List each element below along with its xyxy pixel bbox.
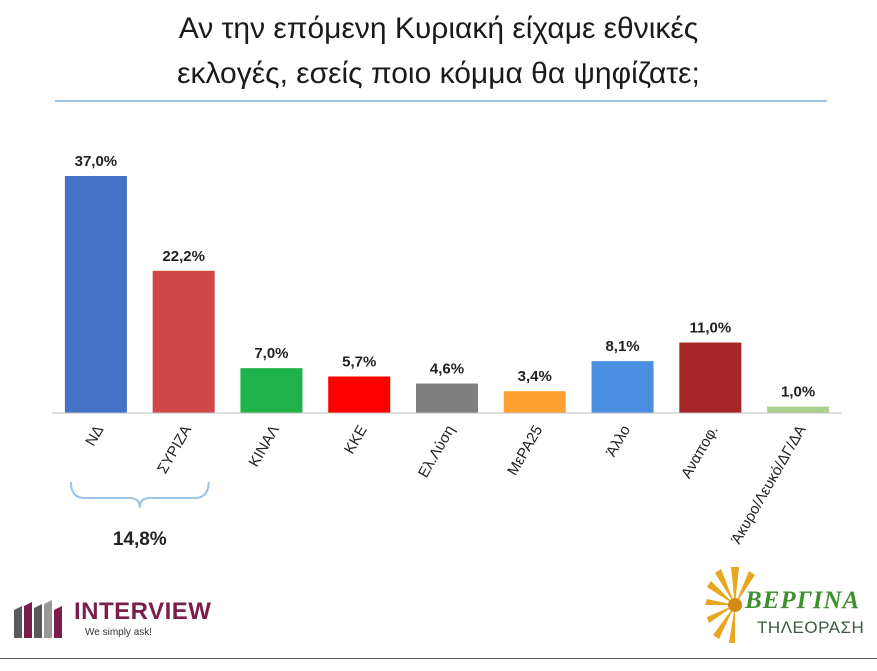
interview-name: INTERVIEW: [74, 598, 212, 625]
data-label: 4,6%: [430, 361, 464, 378]
title-divider: [55, 100, 827, 102]
annotation-bracket: [69, 481, 210, 509]
bar-chart: 37,0% 22,2% 7,0% 5,7% 4,6% 3,4% 8,1% 11,0% 1,0% Ν…: [52, 153, 842, 550]
annotation-label: 14,8%: [113, 529, 167, 550]
chart-title-line-2: εκλογές, εσείς ποιο κόμμα θα ψηφίζατε;: [177, 57, 700, 90]
category-label: Ελ.Λύση: [415, 423, 458, 481]
footer-divider: [0, 658, 877, 659]
category-label: ΣΥΡΙΖΑ: [154, 423, 195, 477]
data-label: 1,0%: [781, 384, 815, 401]
vergina-logo: ΒΕΡΓΙΝΑ ΤΗΛΕΟΡΑΣΗ: [705, 565, 875, 655]
data-label: 22,2%: [162, 248, 205, 265]
bar: [679, 342, 742, 413]
bar: [64, 176, 127, 413]
category-label: ΝΔ: [82, 423, 107, 450]
chart-title-line-1: Αν την επόμενη Κυριακή είχαμε εθνικές: [178, 12, 699, 45]
bar: [767, 406, 830, 413]
data-label: 5,7%: [342, 353, 376, 370]
data-label: 7,0%: [254, 345, 288, 362]
category-label: ΜεΡΑ25: [504, 423, 546, 479]
category-label: Άλλο: [603, 423, 634, 460]
data-label: 8,1%: [605, 338, 639, 355]
bar: [328, 376, 391, 413]
category-label: ΚΚΕ: [341, 423, 371, 457]
bar: [503, 391, 566, 413]
interview-logo: INTERVIEW We simply ask!: [12, 596, 212, 646]
bar: [591, 361, 654, 413]
category-label: ΚΙΝΑΛ: [246, 423, 283, 470]
category-label: Αναποφ.: [678, 423, 722, 482]
interview-bars-icon: [14, 600, 62, 638]
bar: [240, 368, 303, 413]
data-label: 37,0%: [75, 153, 118, 170]
vergina-subtitle: ΤΗΛΕΟΡΑΣΗ: [757, 618, 865, 637]
category-label: Άκυρο/Λευκό/ΔΓ/ΔΑ: [728, 423, 810, 548]
bar: [152, 270, 215, 413]
interview-tagline: We simply ask!: [85, 627, 153, 638]
data-label: 3,4%: [518, 368, 552, 385]
data-label: 11,0%: [689, 320, 731, 337]
vergina-name: ΒΕΡΓΙΝΑ: [745, 587, 861, 614]
chart-title: Αν την επόμενη Κυριακή είχαμε εθνικές εκ…: [0, 6, 877, 96]
vergina-sun-icon: [705, 567, 755, 643]
bar: [416, 383, 478, 413]
